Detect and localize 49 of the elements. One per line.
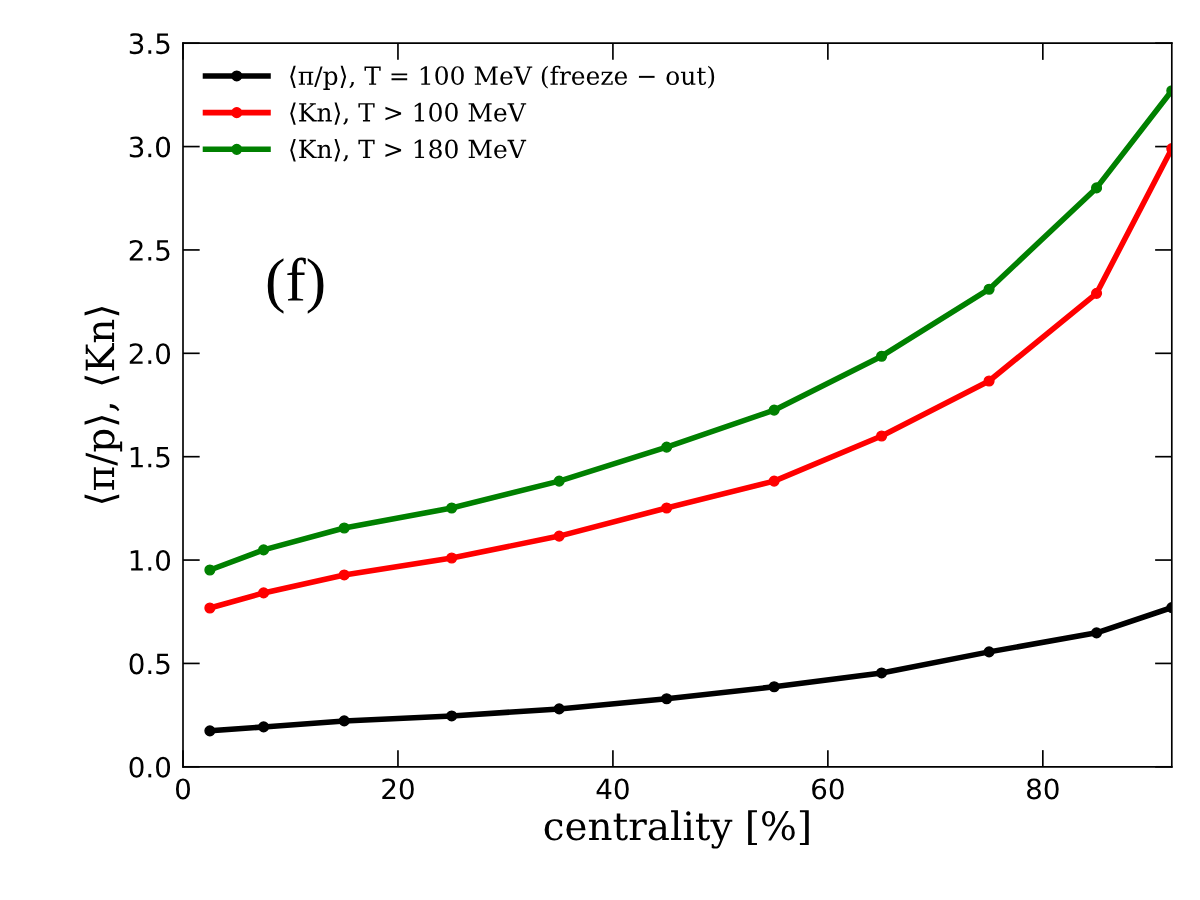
y-tick-label: 0.0 <box>129 756 171 778</box>
y-tick-label: 3.0 <box>129 136 171 158</box>
y-tick-label: 1.5 <box>130 446 170 468</box>
point <box>661 502 673 514</box>
point <box>338 522 350 534</box>
point <box>338 569 350 581</box>
y-tick-label: 0.5 <box>129 653 170 675</box>
point <box>768 475 780 487</box>
point <box>983 375 995 387</box>
point <box>338 715 350 727</box>
legend-label: ⟨Kn⟩, T > 180 MeV <box>290 139 527 162</box>
y-tick-label: 2.5 <box>129 239 170 261</box>
legend-label: ⟨Kn⟩, T > 100 MeV <box>290 102 527 125</box>
point <box>446 710 458 722</box>
point <box>983 283 995 295</box>
point <box>661 693 673 705</box>
annotation: (f) <box>267 257 324 314</box>
point <box>768 681 780 693</box>
point <box>876 667 888 679</box>
y-tick-label: 1.0 <box>130 549 171 572</box>
y-tick-label: 3.5 <box>129 33 170 55</box>
point <box>258 544 270 556</box>
point <box>204 725 216 737</box>
x-tick-label: 60 <box>812 778 844 800</box>
point <box>661 441 673 453</box>
point <box>553 530 565 542</box>
point <box>258 587 270 599</box>
point <box>768 404 780 416</box>
point <box>983 646 995 658</box>
point <box>204 602 216 614</box>
point <box>446 552 458 564</box>
point <box>204 564 216 576</box>
point <box>1091 287 1103 299</box>
point <box>1091 182 1103 194</box>
point <box>1091 627 1103 639</box>
y-axis-title: ⟨π/p⟩, ⟨Kn⟩ <box>84 306 123 504</box>
legend-label: ⟨π/p⟩, T = 100 MeV (freeze − out) <box>290 65 715 90</box>
x-tick-label: 20 <box>382 778 414 800</box>
point <box>258 721 270 733</box>
point <box>876 430 888 442</box>
y-tick-label: 2.0 <box>129 343 171 365</box>
x-tick-label: 80 <box>1027 778 1059 800</box>
point <box>553 475 565 487</box>
point <box>553 703 565 715</box>
x-tick-label: 0 <box>175 778 190 800</box>
point <box>876 350 888 362</box>
x-axis-title: centrality [%] <box>544 810 809 849</box>
point <box>446 502 458 514</box>
x-tick-label: 40 <box>596 778 629 800</box>
